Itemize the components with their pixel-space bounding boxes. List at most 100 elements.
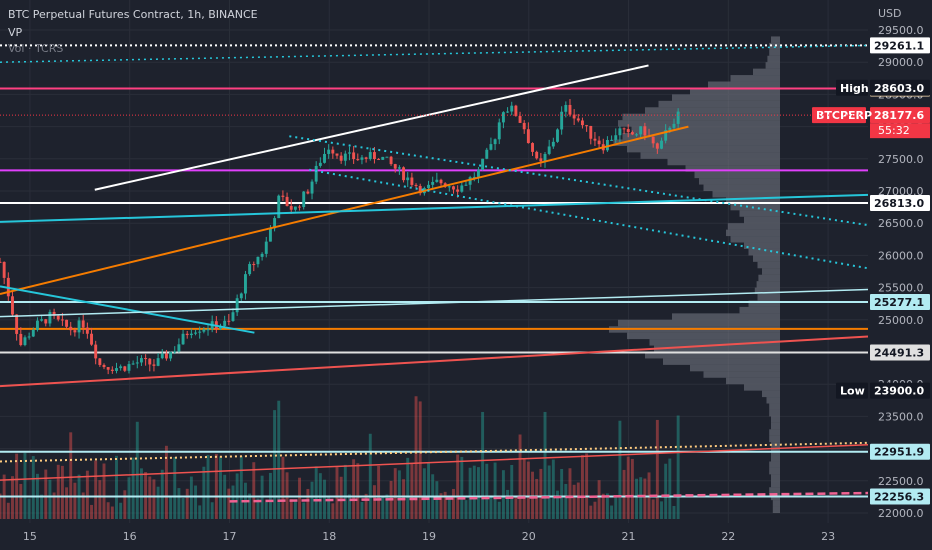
volume-indicator-label[interactable]: Vol · TCRS	[8, 42, 64, 55]
volume-profile-bar	[640, 152, 780, 159]
volume-bar	[481, 411, 485, 519]
candle-body	[231, 312, 235, 321]
level-price-tag: 24491.3	[874, 347, 924, 360]
volume-bar	[48, 479, 52, 519]
trendlines	[0, 44, 869, 503]
volume-bar	[418, 401, 422, 519]
volume-bar	[119, 502, 123, 519]
candle-body	[402, 167, 406, 181]
candle-body	[576, 118, 580, 121]
candle-body	[52, 311, 56, 316]
trendline	[0, 193, 869, 223]
volume-bar	[264, 501, 268, 519]
volume-profile-bar	[703, 371, 780, 378]
volume-bar	[31, 456, 35, 519]
volume-profile-bar	[672, 313, 780, 320]
candle-body	[198, 331, 202, 333]
candle-body	[406, 177, 410, 181]
volume-bar	[556, 490, 559, 519]
volume-profile-bar	[739, 306, 780, 314]
candle-body	[589, 125, 593, 139]
volume-bar	[576, 482, 580, 519]
volume-bar	[535, 478, 539, 519]
volume-bar	[310, 481, 314, 519]
candle-body	[476, 169, 480, 177]
volume-bar	[11, 476, 14, 519]
level-price-tag-bg	[870, 293, 930, 310]
volume-bar	[572, 484, 576, 519]
trendline	[94, 64, 649, 191]
time-axis[interactable]: 15 16 17 18 19 20 21 22 23	[0, 523, 868, 550]
volume-profile-bar	[765, 62, 780, 69]
candle-body	[81, 320, 85, 328]
candle-body	[244, 274, 247, 294]
volume-bar	[281, 456, 285, 519]
volume-bar	[522, 458, 526, 519]
candle-body	[551, 141, 555, 147]
volume-profile-bar	[744, 384, 780, 391]
candle-body	[281, 195, 285, 197]
volume-bar	[360, 501, 364, 519]
candle-body	[268, 228, 272, 242]
volume-profile-bar	[748, 300, 780, 307]
volume-bar	[614, 497, 618, 519]
volume-bar	[323, 479, 326, 519]
volume-bar	[564, 483, 568, 519]
volume-bar	[27, 498, 31, 519]
volume-profile-bar	[758, 274, 780, 282]
volume-bar	[44, 469, 48, 519]
volume-bar	[202, 466, 206, 519]
vp-indicator-label[interactable]: VP	[8, 26, 23, 39]
horizontal-levels	[0, 44, 868, 498]
level-price-tag-bg	[870, 488, 930, 505]
candle-body	[314, 165, 318, 182]
volume-bar	[597, 480, 601, 519]
volume-bar	[189, 476, 193, 519]
candle-body	[85, 327, 89, 334]
candle-body	[119, 366, 123, 369]
volume-bar	[377, 465, 381, 519]
volume-bar	[94, 460, 98, 519]
volume-bar	[551, 459, 555, 519]
volume-bar	[393, 468, 397, 519]
candle-body	[672, 123, 676, 128]
volume-bar	[543, 411, 547, 519]
candle-body	[393, 164, 397, 169]
volume-bar	[289, 499, 293, 519]
volume-bar	[15, 453, 19, 519]
volume-profile-bar	[771, 455, 780, 462]
candle-body	[414, 184, 418, 186]
candle-body	[418, 185, 422, 194]
candle-body	[651, 136, 655, 144]
candle-body	[115, 368, 118, 371]
candle-body	[98, 358, 102, 365]
candle-body	[622, 128, 626, 130]
trendline	[309, 168, 869, 270]
volume-profile-bar	[727, 223, 780, 230]
volume-bar	[40, 494, 44, 519]
candle-body	[501, 112, 505, 123]
volume-bar	[435, 481, 439, 519]
volume-bar	[327, 495, 331, 519]
volume-profile-bar	[708, 81, 780, 88]
candle-body	[0, 261, 2, 263]
volume-bar	[510, 465, 514, 519]
volume-bar	[239, 456, 243, 519]
candle-body	[185, 333, 189, 336]
high-label-bg	[836, 79, 868, 96]
time-tick-label: 17	[222, 530, 236, 543]
volume-profile-bar	[757, 261, 780, 269]
volume-bar	[164, 445, 168, 519]
volume-profile-bar	[712, 191, 780, 198]
candle-body	[352, 152, 356, 160]
volume-profile-bar	[756, 281, 780, 288]
volume-profile-bar	[744, 216, 780, 224]
volume-profile-bar	[667, 158, 780, 166]
volume-bar	[65, 487, 69, 519]
volume-profile-bar	[690, 87, 780, 95]
level-price-tag-bg	[870, 195, 930, 212]
volume-bar	[585, 453, 589, 519]
volume-profile-bar	[771, 480, 780, 488]
candle-body	[277, 195, 281, 219]
